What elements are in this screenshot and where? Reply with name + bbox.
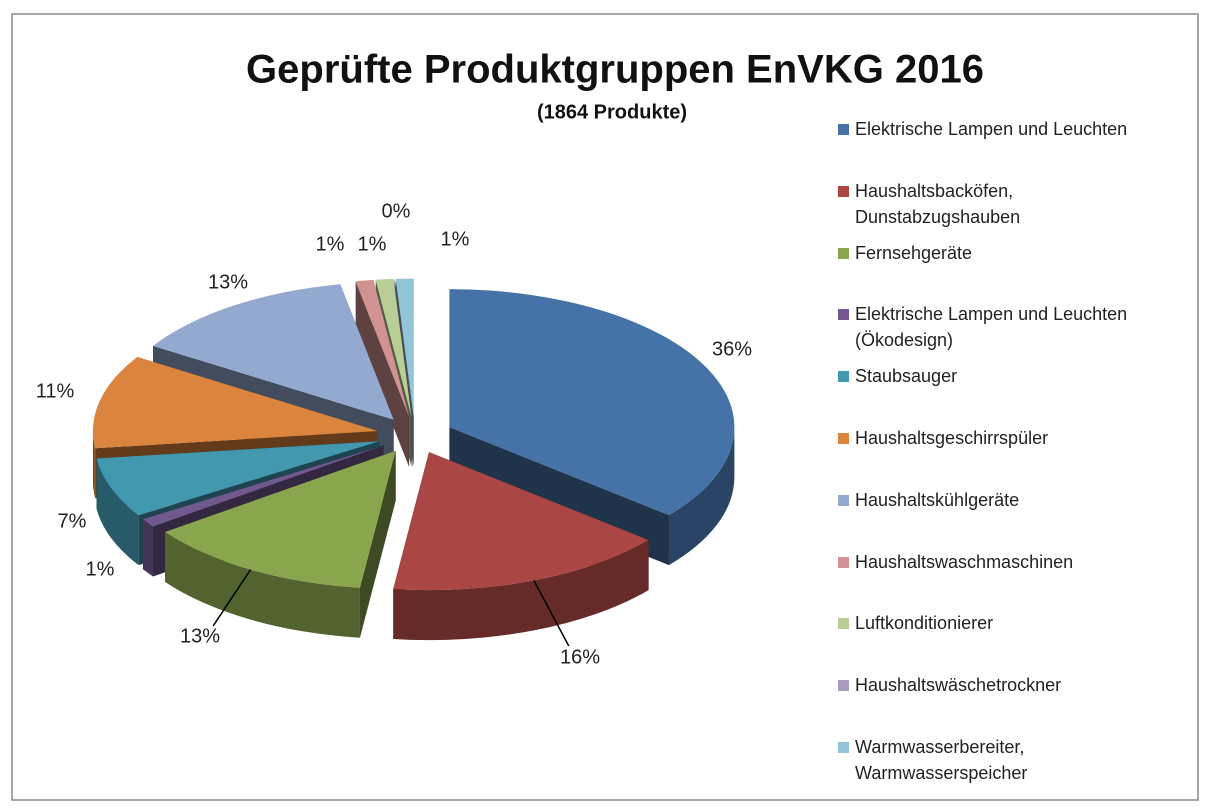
chart-subtitle: (1864 Produkte) (537, 101, 687, 123)
legend-label: Elektrische Lampen und Leuchten (Ökodesi… (855, 304, 1128, 351)
legend-label: Fernsehgeräte (855, 242, 973, 263)
legend-item: Haushaltswaschmaschinen (838, 549, 1168, 575)
pie-labels: 36% 16% 13% 1% 7% 11% 13% 1% 1% 0% 1% (36, 200, 753, 668)
leader-line (212, 569, 252, 627)
slice-wall (393, 540, 649, 641)
legend-swatch (838, 371, 849, 383)
legend-swatch (838, 433, 849, 444)
legend-swatch (838, 618, 849, 630)
data-label: 1% (358, 233, 387, 255)
legend-label: Haushaltskühlgeräte (855, 489, 1020, 510)
data-label: 13% (180, 625, 220, 647)
legend-label: Warmwasserbereiter, Warmwasserspeicher (855, 737, 1028, 783)
legend-label: Elektrische Lampen und Leuchten (855, 119, 1128, 139)
data-label: 7% (58, 510, 87, 532)
pie-slice (393, 452, 649, 591)
legend-item: Elektrische Lampen und Leuchten (838, 116, 1168, 142)
data-label: 1% (316, 233, 345, 255)
legend-item: Haushaltswäschetrockner (838, 672, 1168, 698)
legend-label: Haushaltswaschmaschinen (855, 551, 1074, 572)
legend-swatch (838, 556, 849, 568)
legend-swatch (838, 309, 849, 321)
slice-wall (96, 458, 139, 566)
chart-title: Geprüfte Produktgruppen EnVKG 2016 (246, 48, 984, 92)
legend-swatch (838, 185, 849, 197)
legend-label: Haushaltsgeschirrspüler (855, 428, 1049, 448)
legend-item: Elektrische Lampen und Leuchten (Ökodesi… (838, 301, 1168, 353)
pie-slice (92, 357, 378, 449)
legend-item: Warmwasserbereiter, Warmwasserspeicher (838, 734, 1168, 786)
pie-slice (165, 450, 396, 588)
pie-slice (375, 278, 412, 417)
data-label: 36% (712, 338, 752, 360)
legend-item: Haushaltsgeschirrspüler (838, 425, 1168, 451)
slice-side (355, 281, 410, 467)
legend-swatch (838, 742, 849, 753)
legend-swatch (838, 680, 849, 692)
legend-label: Staubsauger (855, 366, 958, 387)
slice-wall (668, 427, 735, 566)
legend-swatch (838, 247, 849, 259)
pie-tops (92, 278, 735, 591)
legend-item: Luftkonditionierer (838, 610, 1168, 636)
legend-item: Haushaltskühlgeräte (838, 487, 1168, 513)
legend-label: Haushaltswäschetrockner (855, 675, 1062, 696)
data-label: 13% (208, 271, 248, 293)
pie-slice (153, 284, 394, 420)
data-label: 0% (382, 200, 411, 222)
legend-item: Staubsauger (838, 363, 1168, 389)
legend-item: Haushaltsbacköfen, Dunstabzugshauben (838, 178, 1168, 230)
leader-line (533, 580, 570, 647)
pie-slice (395, 278, 414, 417)
data-label: 16% (560, 646, 600, 668)
legend-swatch (838, 124, 849, 135)
legend-item: Fernsehgeräte (838, 240, 1168, 266)
data-label: 1% (441, 228, 470, 250)
slice-wall (165, 531, 360, 638)
slice-wall (142, 519, 154, 577)
slice-wall (92, 430, 96, 499)
legend-label: Luftkonditionierer (855, 613, 994, 634)
data-label: 1% (86, 558, 115, 580)
pie-slice (96, 441, 380, 516)
pie-slice (355, 279, 410, 417)
legend-label: Haushaltsbacköfen, Dunstabzugshauben (855, 180, 1021, 227)
pie-slice (449, 289, 735, 516)
legend-swatch (838, 494, 849, 506)
pie-slice (142, 445, 384, 527)
data-label: 11% (36, 380, 75, 402)
